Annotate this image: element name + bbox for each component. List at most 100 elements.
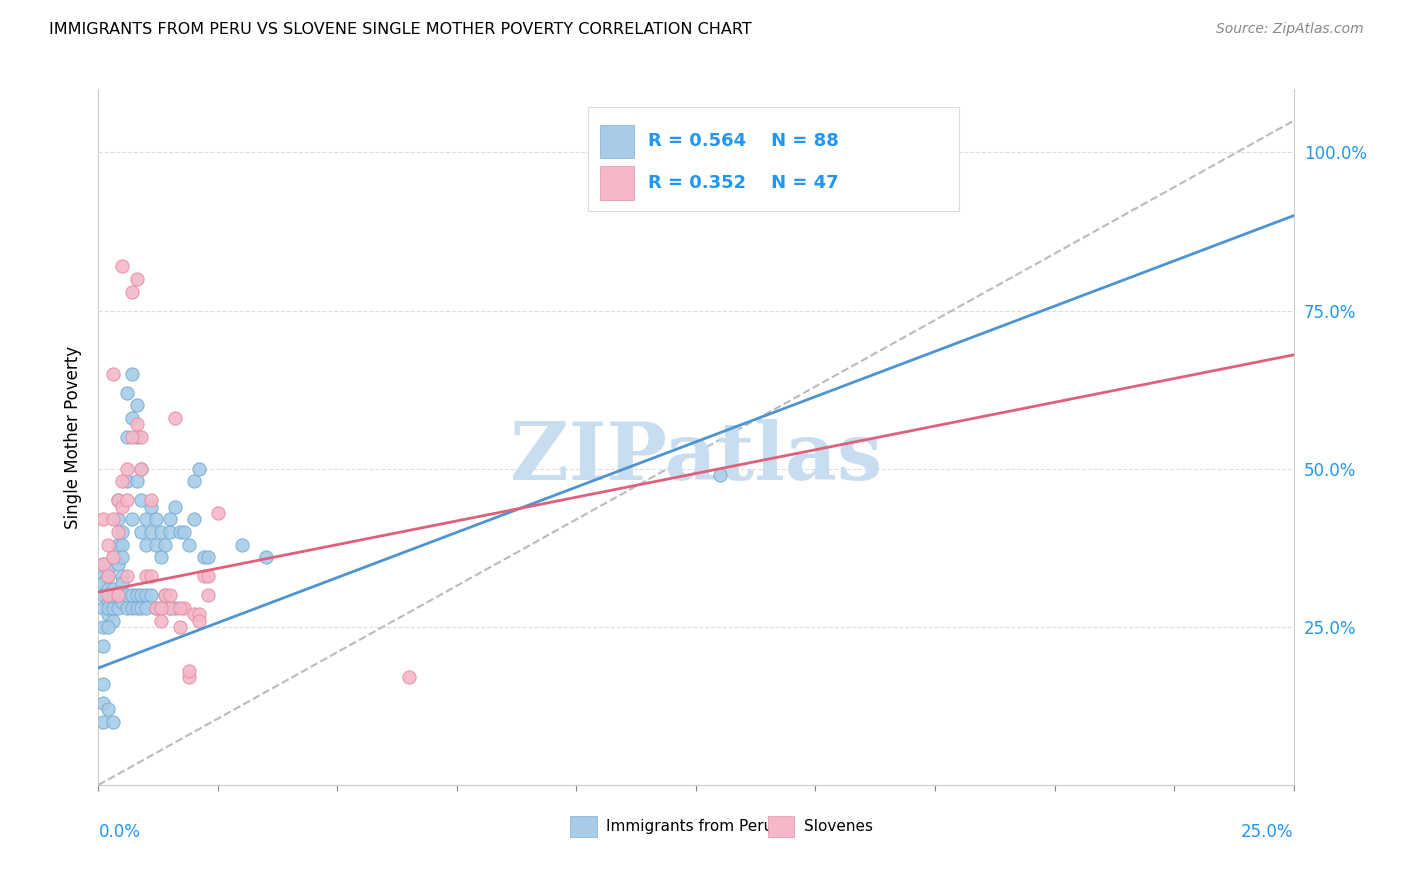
Point <box>97 569 120 583</box>
Point <box>121 285 143 299</box>
Point <box>91 569 114 583</box>
Point <box>125 272 148 286</box>
Point <box>91 620 114 634</box>
Point <box>149 550 172 565</box>
Point <box>107 538 129 552</box>
Point <box>135 538 157 552</box>
Point <box>91 557 114 571</box>
Point <box>115 430 138 444</box>
Point <box>163 411 186 425</box>
Point <box>231 538 253 552</box>
Point <box>187 614 209 628</box>
Point <box>101 594 124 608</box>
Point <box>145 538 167 552</box>
Point <box>91 575 114 590</box>
Point <box>107 524 129 539</box>
Point <box>107 512 129 526</box>
Point <box>107 493 129 508</box>
Point <box>187 607 209 622</box>
Bar <box>600 167 634 200</box>
Point <box>207 506 229 520</box>
Text: IMMIGRANTS FROM PERU VS SLOVENE SINGLE MOTHER POVERTY CORRELATION CHART: IMMIGRANTS FROM PERU VS SLOVENE SINGLE M… <box>49 22 752 37</box>
Point <box>183 512 205 526</box>
Point <box>107 588 129 602</box>
Point <box>121 512 143 526</box>
Point <box>115 461 138 475</box>
Point <box>254 550 277 565</box>
Point <box>135 588 157 602</box>
Point <box>111 569 134 583</box>
Text: Slovenes: Slovenes <box>804 819 873 834</box>
Bar <box>768 816 794 837</box>
Point <box>101 550 124 565</box>
Y-axis label: Single Mother Poverty: Single Mother Poverty <box>65 345 83 529</box>
Point <box>91 512 114 526</box>
Point <box>159 600 181 615</box>
Point <box>125 475 148 489</box>
Point <box>197 569 219 583</box>
Point <box>173 600 195 615</box>
Point <box>115 475 138 489</box>
Point <box>121 430 143 444</box>
Point <box>97 569 120 583</box>
Point <box>131 588 153 602</box>
Point <box>131 461 153 475</box>
Text: 0.0%: 0.0% <box>98 823 141 841</box>
Point <box>111 538 134 552</box>
Text: Immigrants from Peru: Immigrants from Peru <box>606 819 773 834</box>
Point <box>97 538 120 552</box>
Point <box>91 677 114 691</box>
Point <box>135 569 157 583</box>
Point <box>131 524 153 539</box>
Point <box>169 620 191 634</box>
Point <box>183 607 205 622</box>
Point <box>159 588 181 602</box>
Point <box>107 600 129 615</box>
Point <box>121 411 143 425</box>
Text: 25.0%: 25.0% <box>1241 823 1294 841</box>
Point <box>97 600 120 615</box>
Point <box>101 600 124 615</box>
Point <box>97 594 120 608</box>
Point <box>101 582 124 596</box>
Bar <box>600 125 634 158</box>
Point <box>169 524 191 539</box>
Point <box>131 600 153 615</box>
Point <box>97 702 120 716</box>
Point <box>111 500 134 514</box>
Point <box>159 512 181 526</box>
Point <box>125 430 148 444</box>
Point <box>163 500 186 514</box>
Point <box>111 594 134 608</box>
Point <box>131 493 153 508</box>
Text: Source: ZipAtlas.com: Source: ZipAtlas.com <box>1216 22 1364 37</box>
Point <box>111 575 134 590</box>
Point <box>173 524 195 539</box>
Point <box>135 512 157 526</box>
Point <box>111 524 134 539</box>
Point <box>155 588 177 602</box>
Point <box>91 639 114 653</box>
Point <box>101 714 124 729</box>
Point <box>149 614 172 628</box>
Point <box>139 500 162 514</box>
Point <box>398 670 420 684</box>
Point <box>145 512 167 526</box>
Point <box>709 468 731 483</box>
Point <box>183 475 205 489</box>
Point <box>155 588 177 602</box>
Point <box>155 538 177 552</box>
Point <box>125 588 148 602</box>
Point <box>121 367 143 381</box>
Point <box>149 600 172 615</box>
Point <box>97 620 120 634</box>
Point <box>193 569 215 583</box>
Point <box>179 538 201 552</box>
Point <box>101 367 124 381</box>
Point <box>91 588 114 602</box>
Point <box>101 588 124 602</box>
Point <box>197 588 219 602</box>
Point <box>97 607 120 622</box>
Text: ZIPatlas: ZIPatlas <box>510 419 882 497</box>
Point <box>131 430 153 444</box>
